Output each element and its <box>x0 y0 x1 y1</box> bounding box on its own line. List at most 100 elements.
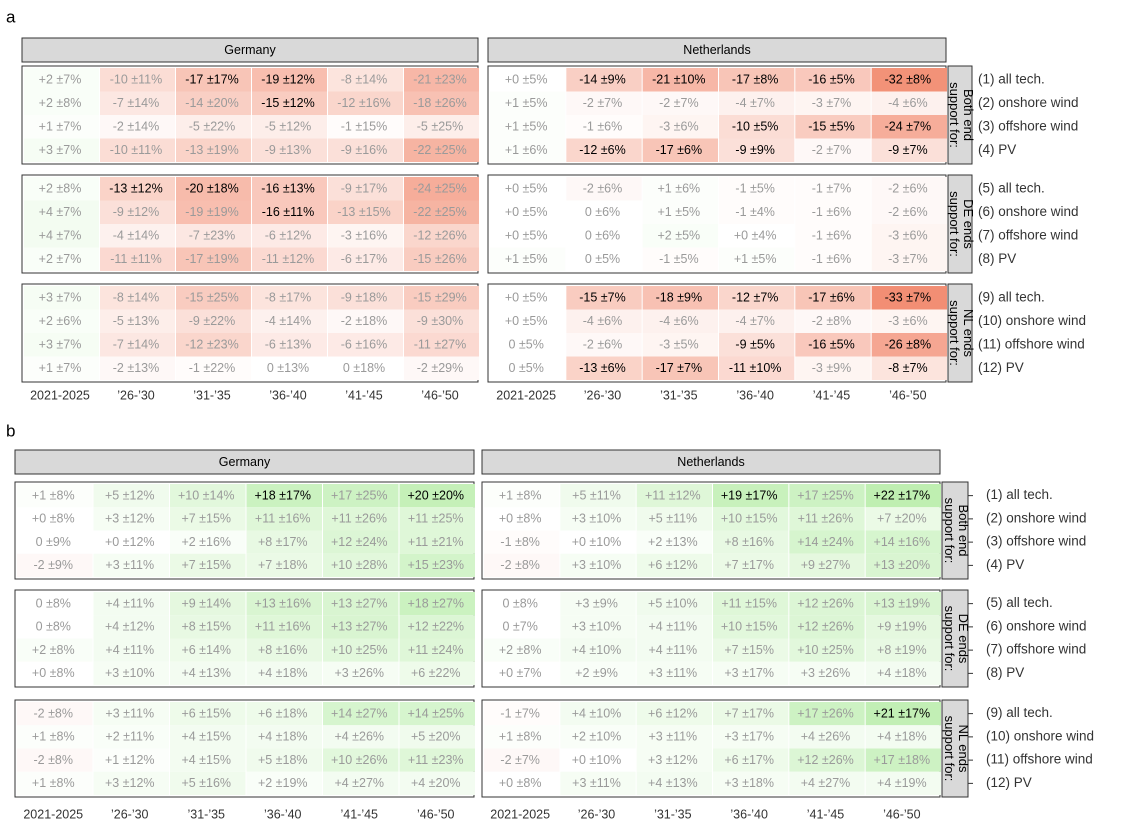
cell-bg <box>560 661 636 685</box>
cell-bg <box>176 68 251 92</box>
cell-bg <box>252 115 327 139</box>
cell-label: +3 ±11% <box>105 558 154 572</box>
cell-label: +17 ±25% <box>331 488 388 502</box>
cell-bg <box>789 638 865 662</box>
cell-bg <box>328 115 403 139</box>
cell-label: +2 ±8% <box>32 643 75 657</box>
cell-label: +0 ±12% <box>105 535 155 549</box>
cell-bg <box>642 91 718 115</box>
cell-label: 0 ±9% <box>36 535 71 549</box>
column-label: ’26-’30 <box>578 807 616 821</box>
cell-bg <box>642 247 718 271</box>
cell-label: -15 ±26% <box>413 252 466 266</box>
column-label: ’46-’50 <box>421 388 459 402</box>
cell-label: +22 ±17% <box>874 488 931 502</box>
row-label: (9) all tech. <box>978 289 1045 304</box>
cell-bg <box>17 725 93 749</box>
cell-bg <box>100 286 175 310</box>
cell-bg <box>100 356 175 380</box>
cell-label: -10 ±5% <box>732 120 778 134</box>
cell-label: +12 ±26% <box>797 620 854 634</box>
row-label: (10) onshore wind <box>986 728 1094 743</box>
cell-label: -26 ±8% <box>885 338 931 352</box>
cell-bg <box>404 356 479 380</box>
row-label: (2) onshore wind <box>978 95 1079 110</box>
cell-bg <box>871 91 947 115</box>
cell-label: -9 ±7% <box>888 143 928 157</box>
cell-bg <box>490 247 566 271</box>
cell-bg <box>642 286 718 310</box>
cell-bg <box>176 224 251 248</box>
cell-label: 0 ±8% <box>502 596 537 610</box>
cell-bg <box>17 507 93 531</box>
cell-bg <box>399 553 475 577</box>
cell-label: +14 ±27% <box>331 706 388 720</box>
cell-bg <box>636 553 712 577</box>
cell-bg <box>871 224 947 248</box>
row-label: (1) all tech. <box>986 487 1053 502</box>
cell-bg <box>719 224 795 248</box>
cell-bg <box>560 702 636 726</box>
cell-bg <box>252 91 327 115</box>
cell-bg <box>328 91 403 115</box>
cell-label: +7 ±17% <box>724 706 774 720</box>
cell-label: -22 ±25% <box>413 143 466 157</box>
group-strip <box>947 283 973 383</box>
country-strip <box>14 449 475 475</box>
cell-bg <box>636 725 712 749</box>
cell-bg <box>176 177 251 201</box>
cell-label: +4 ±11% <box>105 643 154 657</box>
cell-label: -17 ±19% <box>185 252 238 266</box>
group-strip <box>941 699 969 798</box>
cell-label: -8 ±14% <box>341 73 387 87</box>
cell-label: 0 ±5% <box>585 252 620 266</box>
cell-bg <box>560 725 636 749</box>
group-strip <box>941 481 969 580</box>
cell-bg <box>865 771 941 795</box>
cell-label: -4 ±7% <box>735 96 775 110</box>
cell-bg <box>490 200 566 224</box>
cell-bg <box>246 725 322 749</box>
cell-bg <box>566 309 642 333</box>
cell-label: -1 ±6% <box>812 205 852 219</box>
cell-bg <box>399 507 475 531</box>
cell-label: +0 ±5% <box>505 182 548 196</box>
cell-label: +10 ±28% <box>331 558 388 572</box>
cell-bg <box>636 615 712 639</box>
row-label: (5) all tech. <box>986 595 1053 610</box>
cell-bg <box>17 553 93 577</box>
cell-label: -14 ±9% <box>579 73 625 87</box>
cell-bg <box>323 484 399 508</box>
column-label: ’46-’50 <box>417 807 455 821</box>
cell-label: -2 ±13% <box>113 361 159 375</box>
cell-bg <box>24 115 99 139</box>
cell-label: +0 ±5% <box>505 229 548 243</box>
cell-label: +10 ±15% <box>721 512 778 526</box>
cell-bg <box>323 507 399 531</box>
cell-label: +3 ±7% <box>39 291 82 305</box>
cell-label: +1 ±5% <box>505 120 548 134</box>
cell-bg <box>170 615 246 639</box>
cell-bg <box>404 224 479 248</box>
cell-bg <box>170 661 246 685</box>
row-label: (4) PV <box>986 557 1024 572</box>
cell-bg <box>323 592 399 616</box>
cell-bg <box>100 200 175 224</box>
cell-label: +11 ±26% <box>798 512 854 526</box>
cell-label: +2 ±7% <box>39 252 82 266</box>
cell-label: -2 ±7% <box>812 143 852 157</box>
cell-label: -2 ±8% <box>500 558 540 572</box>
cell-bg <box>252 247 327 271</box>
cell-bg <box>713 702 789 726</box>
cell-label: +3 ±12% <box>105 512 155 526</box>
cell-bg <box>176 356 251 380</box>
cell-label: +3 ±9% <box>575 596 618 610</box>
cell-label: -16 ±13% <box>261 182 314 196</box>
cell-label: +0 ±8% <box>32 512 75 526</box>
row-label: (6) onshore wind <box>978 204 1079 219</box>
cell-label: +4 ±7% <box>39 229 82 243</box>
cell-bg <box>865 615 941 639</box>
cell-bg <box>490 177 566 201</box>
cell-bg <box>719 286 795 310</box>
cell-label: +7 ±17% <box>724 558 774 572</box>
